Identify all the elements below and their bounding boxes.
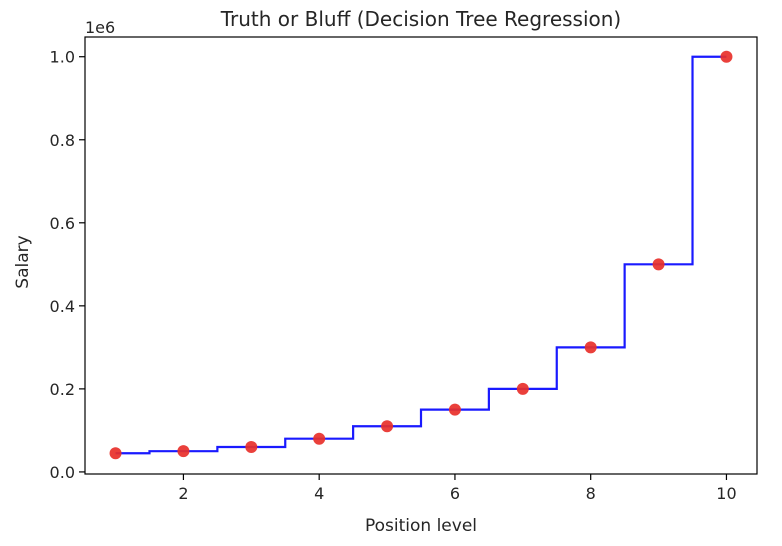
plot-area <box>109 50 733 460</box>
data-point <box>245 441 258 454</box>
chart-title: Truth or Bluff (Decision Tree Regression… <box>220 7 622 31</box>
y-axis-offset-label: 1e6 <box>85 18 115 37</box>
plot-frame <box>84 36 758 475</box>
data-point <box>381 420 394 433</box>
data-point <box>109 447 122 460</box>
x-tick-label: 8 <box>586 484 596 503</box>
y-tick-label: 0.2 <box>50 380 75 399</box>
x-tick-label: 10 <box>716 484 736 503</box>
x-tick-label: 4 <box>314 484 324 503</box>
data-point <box>652 258 665 271</box>
y-tick-label: 0.6 <box>50 214 75 233</box>
y-tick-label: 1.0 <box>50 48 75 67</box>
data-point <box>584 341 597 354</box>
data-point <box>720 50 733 63</box>
y-axis-label: Salary <box>13 235 33 288</box>
y-tick-label: 0.0 <box>50 463 75 482</box>
data-point <box>313 432 326 445</box>
x-tick-label: 6 <box>450 484 460 503</box>
data-point <box>516 382 529 395</box>
x-tick-label: 2 <box>178 484 188 503</box>
y-tick-label: 0.8 <box>50 131 75 150</box>
x-axis-label: Position level <box>365 516 477 536</box>
data-point <box>177 445 190 458</box>
prediction-step-line <box>115 55 727 455</box>
y-tick-label: 0.4 <box>50 297 75 316</box>
data-point <box>448 403 461 416</box>
